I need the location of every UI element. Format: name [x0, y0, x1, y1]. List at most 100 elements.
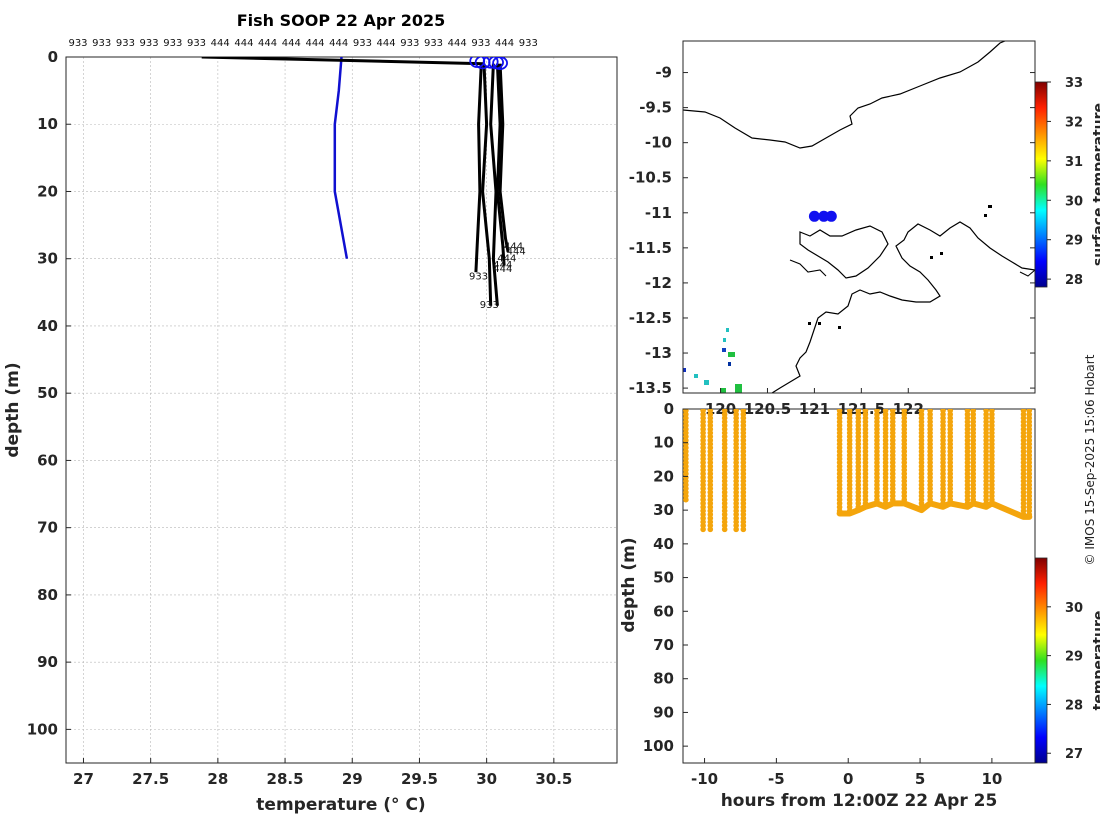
section-point: [964, 500, 971, 507]
islet: [984, 214, 987, 217]
profile-grid: [66, 56, 617, 763]
section-point: [721, 526, 728, 533]
section-point: [901, 496, 908, 503]
map-colorbar-tick-label: 30: [1065, 194, 1083, 209]
profile-line: [474, 63, 483, 273]
profile-y-tick-label: 50: [37, 384, 58, 402]
sst-pixel: [735, 384, 742, 393]
surface-circle-marker: [482, 57, 499, 69]
profile-end-label: 933: [480, 300, 499, 311]
sst-pixel: [722, 348, 726, 352]
section-point: [918, 504, 925, 510]
profile-id-label: 933: [400, 38, 419, 49]
coastline-north: [683, 41, 1006, 149]
sst-pixel: [683, 368, 686, 372]
map-lat-tick-label: -13.5: [629, 379, 672, 397]
map-colorbar-tick-label: 31: [1065, 155, 1083, 170]
section-y-tick-label: 80: [653, 670, 674, 688]
profile-x-tick-label: 27.5: [132, 770, 169, 788]
profile-y-tick-label: 40: [37, 317, 58, 335]
section-colorbar-tick-label: 30: [1065, 601, 1083, 616]
profile-y-tick-label: 20: [37, 182, 58, 200]
section-point: [707, 526, 714, 533]
profile-end-label: 933: [469, 272, 488, 283]
map-ticks: -9-9.5-10-10.5-11-11.5-12-12.5-13-13.512…: [629, 64, 1035, 418]
profile-id-label: 933: [519, 38, 538, 49]
profile-x-tick-label: 30: [476, 770, 497, 788]
section-x-tick-label: 10: [981, 770, 1002, 788]
profile-line: [481, 63, 493, 306]
section-y-tick-label: 40: [653, 535, 674, 553]
map-colorbar-label: surface temperature: [1091, 103, 1100, 266]
profile-id-label: 444: [234, 38, 253, 49]
profile-x-tick-label: 28.5: [267, 770, 304, 788]
section-point: [683, 496, 689, 503]
map-colorbar-tick-label: 29: [1065, 234, 1083, 249]
profile-id-label: 444: [377, 38, 396, 49]
sst-pixel: [726, 328, 729, 332]
profile-id-label: 444: [258, 38, 277, 49]
map-chart: -9-9.5-10-10.5-11-11.5-12-12.5-13-13.512…: [629, 40, 1100, 418]
profile-id-label: 933: [140, 38, 159, 49]
profile-id-label: 444: [211, 38, 230, 49]
map-lat-tick-label: -12.5: [629, 309, 672, 327]
section-y-tick-label: 0: [664, 400, 674, 418]
section-colorbar-tick-label: 27: [1065, 747, 1083, 762]
profile-line: [498, 63, 510, 253]
section-x-tick-label: -5: [768, 770, 785, 788]
island-coastline-west: [789, 259, 827, 277]
sst-pixel: [728, 352, 735, 357]
section-point: [740, 526, 747, 533]
section-point: [700, 526, 706, 533]
sst-pixel: [723, 338, 726, 342]
section-point: [1026, 511, 1033, 518]
map-lat-tick-label: -9: [655, 64, 672, 82]
section-point: [940, 500, 946, 507]
sst-pixel: [704, 380, 709, 385]
profile-id-label: 444: [305, 38, 324, 49]
profile-id-label: 933: [187, 38, 206, 49]
profile-id-label: 933: [424, 38, 443, 49]
profile-y-tick-label: 100: [27, 720, 58, 738]
ship-track-point: [808, 210, 820, 222]
section-point: [733, 526, 739, 533]
profile-id-label: 933: [353, 38, 372, 49]
profile-id-label: 933: [116, 38, 135, 49]
section-point: [970, 496, 977, 503]
profile-end-label: 444: [507, 247, 526, 258]
profile-y-tick-label: 0: [48, 48, 58, 66]
section-x-tick-label: 0: [843, 770, 853, 788]
profile-end-label: 444: [493, 264, 512, 275]
profile-y-tick-label: 10: [37, 115, 58, 133]
island-coastline: [799, 225, 889, 279]
section-y-tick-label: 10: [653, 434, 674, 452]
map-colorbar-tick-label: 32: [1065, 115, 1083, 130]
section-point: [836, 508, 843, 514]
section-point: [855, 504, 862, 510]
map-lat-tick-label: -9.5: [639, 99, 672, 117]
profile-y-tick-label: 80: [37, 586, 58, 604]
profile-end-label: 444: [493, 260, 512, 271]
surface-circle-marker: [492, 57, 508, 70]
islet: [838, 326, 841, 329]
profile-y-tick-label: 30: [37, 250, 58, 268]
section-y-tick-label: 70: [653, 636, 674, 654]
section-y-tick-label: 90: [653, 703, 674, 721]
profile-id-label: 444: [329, 38, 348, 49]
profile-id-label: 444: [282, 38, 301, 49]
profile-id-label: 444: [495, 38, 514, 49]
surface-temperature-pixels: [683, 328, 742, 393]
map-lat-tick-label: -10: [645, 134, 672, 152]
map-background: [683, 41, 1035, 393]
map-colorbar-gradient: [1034, 81, 1048, 288]
profile-line: [201, 57, 485, 66]
section-point: [889, 496, 896, 503]
profile-x-tick-label: 29.5: [401, 770, 438, 788]
section-colorbar-tick-label: 28: [1065, 698, 1083, 713]
section-point: [874, 496, 880, 503]
section-y-tick-label: 50: [653, 569, 674, 587]
profile-end-label: 444: [497, 253, 516, 264]
profile-id-label: 933: [471, 38, 490, 49]
coastline-south: [771, 221, 1035, 393]
